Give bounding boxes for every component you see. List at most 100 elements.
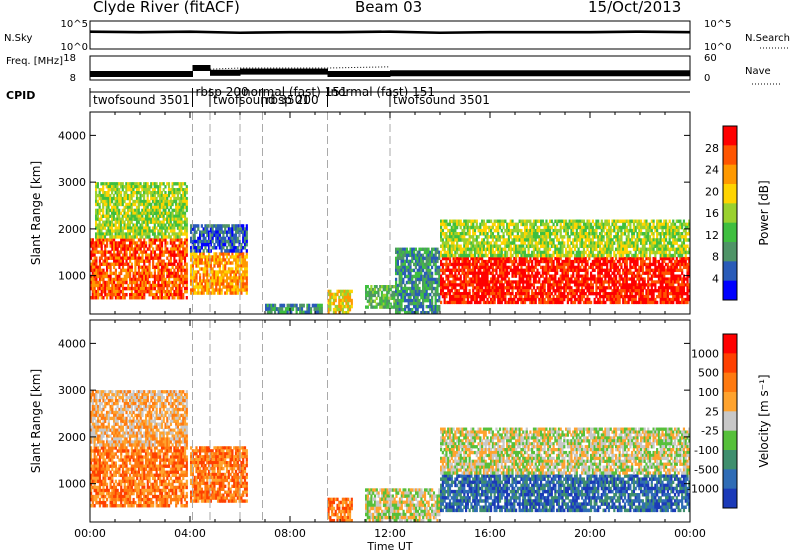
power-panel-cell xyxy=(387,299,391,303)
power-panel-cell xyxy=(242,230,245,234)
power-panel-cell xyxy=(116,193,119,198)
power-panel-cell xyxy=(498,256,502,261)
power-panel-cell xyxy=(206,261,209,265)
power-panel-cell xyxy=(463,232,466,236)
power-panel-cell xyxy=(615,280,618,284)
power-panel-cell xyxy=(97,280,100,285)
power-panel-cell xyxy=(686,289,689,293)
power-panel-cell xyxy=(159,292,162,297)
power-panel-cell xyxy=(119,202,123,207)
power-panel-cell xyxy=(227,252,230,256)
power-panel-cell xyxy=(91,286,94,291)
power-panel-cell xyxy=(593,268,596,272)
power-panel-cell xyxy=(123,280,126,285)
power-panel-cell xyxy=(495,262,498,267)
power-panel-cell xyxy=(443,244,446,249)
power-panel-cell xyxy=(173,188,176,192)
power-panel-cell xyxy=(173,259,176,263)
power-panel-cell xyxy=(317,310,320,315)
power-panel-cell xyxy=(459,219,462,224)
power-panel-cell xyxy=(109,295,112,300)
power-panel-cell xyxy=(166,205,169,210)
power-panel-cell xyxy=(144,223,147,227)
power-panel-cell xyxy=(472,259,475,264)
power-panel-cell xyxy=(484,294,487,299)
power-panel-cell xyxy=(613,268,616,272)
power-panel-cell xyxy=(200,230,203,234)
power-panel-cell xyxy=(178,280,181,285)
power-panel-cell xyxy=(190,279,193,283)
power-panel-cell xyxy=(625,271,628,275)
power-panel-cell xyxy=(620,289,623,293)
power-panel-cell xyxy=(427,262,430,267)
power-panel-cell xyxy=(121,235,124,239)
power-panel-cell xyxy=(604,277,607,281)
power-panel-cell xyxy=(197,224,200,228)
power-panel-cell xyxy=(159,289,162,294)
power-panel-cell xyxy=(123,208,126,213)
power-panel-cell xyxy=(173,250,176,254)
power-panel-cell xyxy=(146,182,149,186)
power-panel-cell xyxy=(447,244,450,249)
power-panel-cell xyxy=(116,214,119,218)
power-panel-cell xyxy=(681,289,684,293)
power-panel-cell xyxy=(450,238,453,242)
power-panel-cell xyxy=(679,256,682,261)
power-panel-cell xyxy=(670,297,673,302)
power-panel-cell xyxy=(525,277,528,281)
power-panel-cell xyxy=(176,214,180,218)
power-panel-cell xyxy=(114,182,117,186)
power-panel-cell xyxy=(157,211,160,216)
power-panel-cell xyxy=(148,283,151,288)
power-panel-cell xyxy=(195,264,198,268)
power-panel-cell xyxy=(438,298,441,303)
power-panel-cell xyxy=(132,286,135,291)
power-panel-cell xyxy=(672,274,675,278)
power-panel-cell xyxy=(231,255,234,259)
power-panel-cell xyxy=(155,295,158,300)
power-panel-cell xyxy=(109,244,112,248)
power-panel-cell xyxy=(623,294,627,299)
power-panel-cell xyxy=(137,286,141,291)
power-panel-cell xyxy=(166,196,169,201)
power-panel-cell xyxy=(522,283,525,287)
power-panel-cell xyxy=(520,300,523,305)
power-panel-cell xyxy=(231,230,234,234)
power-panel-cell xyxy=(581,268,584,272)
power-panel-cell xyxy=(568,268,571,272)
power-panel-cell xyxy=(443,268,446,272)
power-panel-cell xyxy=(157,265,160,270)
power-panel-cell xyxy=(418,277,421,282)
power-panel-cell xyxy=(123,193,126,198)
power-panel-cell xyxy=(638,271,641,275)
power-panel-cell xyxy=(182,196,185,201)
power-panel-cell xyxy=(236,270,239,274)
power-panel-cell xyxy=(178,256,181,260)
power-panel-cell xyxy=(234,258,238,262)
power-panel-cell xyxy=(171,188,174,192)
power-panel-cell xyxy=(102,250,105,254)
power-panel-cell xyxy=(468,228,471,233)
power-panel-cell xyxy=(90,241,93,245)
power-panel-cell xyxy=(197,239,200,244)
power-panel-cell xyxy=(185,271,188,276)
power-panel-cell xyxy=(102,208,105,213)
power-panel-cell xyxy=(350,289,353,294)
power-panel-cell xyxy=(288,307,291,311)
power-panel-cell xyxy=(425,289,428,294)
power-panel-cell xyxy=(171,295,174,300)
power-panel-cell xyxy=(429,286,432,291)
power-panel-cell xyxy=(151,232,155,236)
power-panel-cell xyxy=(137,274,141,279)
power-panel-cell xyxy=(180,295,183,300)
power-panel-cell xyxy=(465,271,468,275)
power-panel-cell xyxy=(497,277,500,281)
power-panel-cell xyxy=(118,190,121,195)
freq-left-tick-top: 18 xyxy=(63,53,76,64)
power-panel-cell xyxy=(507,280,511,284)
power-panel-cell xyxy=(448,232,452,236)
power-panel-cell xyxy=(591,274,594,278)
power-panel-cell xyxy=(634,265,637,270)
power-panel-cell xyxy=(155,256,158,260)
power-panel-cell xyxy=(461,222,464,227)
